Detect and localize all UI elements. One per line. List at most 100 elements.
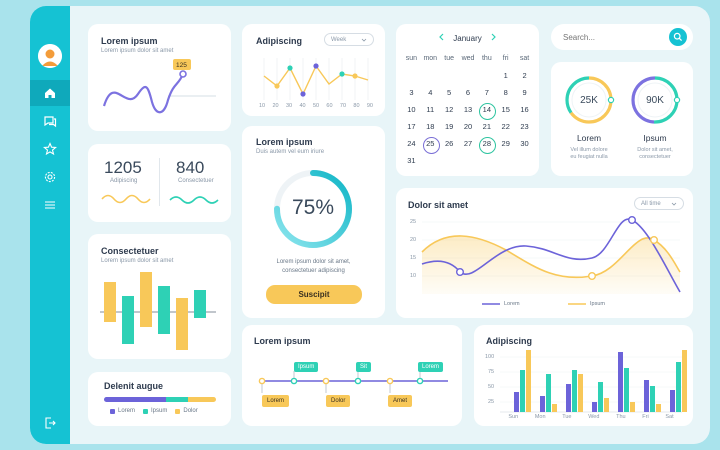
calendar-month: January: [453, 34, 482, 43]
sidebar-item-menu[interactable]: [30, 192, 70, 218]
gear-icon: [44, 171, 56, 183]
calendar-day[interactable]: 19: [444, 122, 454, 131]
sidebar-item-settings[interactable]: [30, 164, 70, 190]
range-dropdown[interactable]: All time: [634, 197, 684, 210]
calendar-grid: sun mon tue wed thu fri sat 1 2 3 4 5 6 7 8 9 10 11 12 13 14…: [402, 52, 534, 168]
timeline: [258, 371, 448, 393]
calendar-day[interactable]: 10: [407, 105, 416, 114]
card-line-small: Adipiscing Week 10 20 30 40 50 60: [242, 24, 385, 116]
card-wave-subtitle: Lorem ipsum dolor sit amet: [101, 48, 174, 54]
card-timeline-title: Lorem ipsum: [254, 336, 311, 346]
area-line-chart: [421, 216, 681, 305]
calendar-day[interactable]: 26: [444, 139, 454, 148]
calendar-day[interactable]: 2: [522, 71, 527, 80]
calendar-day[interactable]: 8: [503, 88, 508, 97]
grouped-bar: [592, 402, 597, 412]
search-input[interactable]: [563, 30, 663, 44]
calendar-day[interactable]: 5: [447, 88, 452, 97]
value-badge-text: 125: [176, 62, 187, 69]
ring-left-value: 25K: [580, 95, 598, 106]
calendar-day[interactable]: 18: [426, 122, 435, 131]
calendar-day[interactable]: 27: [463, 139, 473, 148]
grouped-bar: [572, 370, 577, 412]
calendar-day[interactable]: 22: [501, 122, 510, 131]
card-dolor-title: Dolor sit amet: [408, 200, 469, 210]
ring-25k: [565, 76, 615, 124]
card-calendar: January sun mon tue wed thu fri sat 1 2 3 4 5 6 7 8 9 10…: [396, 24, 539, 176]
legend-ipsum: Ipsum: [590, 301, 605, 307]
calendar-day[interactable]: 4: [428, 88, 433, 97]
weekday-header: sun: [405, 55, 418, 62]
calendar-day[interactable]: 28: [477, 136, 497, 154]
y-tick: 25: [410, 219, 417, 225]
calendar-day[interactable]: 25: [421, 136, 440, 154]
bar-3: [140, 272, 152, 327]
ring-90k: [631, 76, 681, 124]
sidebar-item-home[interactable]: [30, 80, 70, 106]
calendar-day[interactable]: 12: [444, 105, 454, 114]
calendar-empty: [440, 69, 459, 83]
suscipit-button[interactable]: Suscipit: [266, 285, 362, 304]
calendar-day[interactable]: 24: [407, 139, 416, 148]
card-dolor: Dolor sit amet All time 25 20 15 10 Lo: [396, 188, 693, 318]
grouped-bar: [552, 404, 557, 412]
calendar-day[interactable]: 9: [522, 88, 527, 97]
y-tick: 75: [488, 369, 495, 375]
grouped-bar: [598, 382, 603, 412]
progress-legend: Lorem Ipsum Dolor: [110, 408, 198, 414]
wave-chart: [102, 59, 216, 114]
donut-text-1: Lorem ipsum dolor sit amet,: [276, 259, 351, 265]
progress-segment-ipsum: [165, 397, 188, 402]
card-bars-subtitle: Lorem ipsum dolor sit amet: [101, 258, 174, 264]
calendar-day[interactable]: 1: [503, 71, 508, 80]
x-axis-ticks: 10 20 30 40 50 60 70 80 90: [259, 103, 373, 109]
x-tick: 10: [259, 103, 266, 109]
calendar-day[interactable]: 14: [477, 102, 497, 120]
period-dropdown[interactable]: Week: [324, 33, 374, 46]
x-tick: 60: [326, 103, 333, 109]
sidebar-item-favorites[interactable]: [30, 136, 70, 162]
calendar-day[interactable]: 23: [520, 122, 529, 131]
avatar[interactable]: [38, 44, 62, 68]
grouped-bar: [546, 374, 551, 412]
card-line-small-title: Adipiscing: [256, 36, 303, 46]
calendar-day[interactable]: 7: [484, 88, 489, 97]
sidebar-item-logout[interactable]: [30, 410, 70, 436]
calendar-day[interactable]: 30: [520, 139, 529, 148]
ring-left-desc-1: Vel illum dolore: [570, 147, 608, 153]
card-bars-title: Consectetuer: [101, 246, 159, 256]
calendar-prev-button[interactable]: [438, 33, 445, 43]
divider: [159, 158, 160, 206]
sidebar-item-messages[interactable]: [30, 108, 70, 134]
x-tick: Fri: [642, 414, 649, 420]
calendar-day[interactable]: 6: [465, 88, 471, 97]
grouped-bar-chart: [500, 350, 687, 413]
calendar-day[interactable]: 15: [501, 105, 510, 114]
stat-consectetuer-value: 840: [176, 158, 205, 177]
search-icon: [673, 32, 683, 42]
y-tick: 25: [488, 399, 495, 405]
y-tick: 100: [485, 354, 495, 360]
calendar-day[interactable]: 20: [463, 122, 473, 131]
calendar-day[interactable]: 11: [426, 105, 435, 114]
calendar-day[interactable]: 3: [409, 88, 414, 97]
calendar-day[interactable]: 21: [482, 122, 492, 131]
timeline-tag-amet: Amet: [388, 395, 413, 407]
timeline-tag-lorem-top: Lorem: [418, 362, 444, 372]
calendar-day[interactable]: 17: [407, 122, 416, 131]
search-button[interactable]: [669, 28, 687, 46]
calendar-day[interactable]: 13: [463, 105, 473, 114]
calendar-day[interactable]: 31: [407, 156, 416, 165]
ring-right-desc-2: consectetuer: [639, 154, 671, 160]
ring-right-value: 90K: [646, 95, 664, 106]
calendar-day[interactable]: 16: [520, 105, 529, 114]
card-rings: 25K Lorem Vel illum dolore eu feugiat nu…: [551, 62, 693, 176]
weekday-header: sat: [519, 55, 530, 62]
calendar-next-button[interactable]: [490, 33, 497, 43]
ring-right-title: Ipsum: [643, 133, 667, 143]
chat-icon: [44, 116, 57, 128]
grouped-bar: [630, 402, 635, 412]
stat-adipiscing-label: Adipiscing: [110, 178, 138, 184]
calendar-day[interactable]: 29: [501, 139, 510, 148]
small-line-chart: [263, 58, 369, 100]
